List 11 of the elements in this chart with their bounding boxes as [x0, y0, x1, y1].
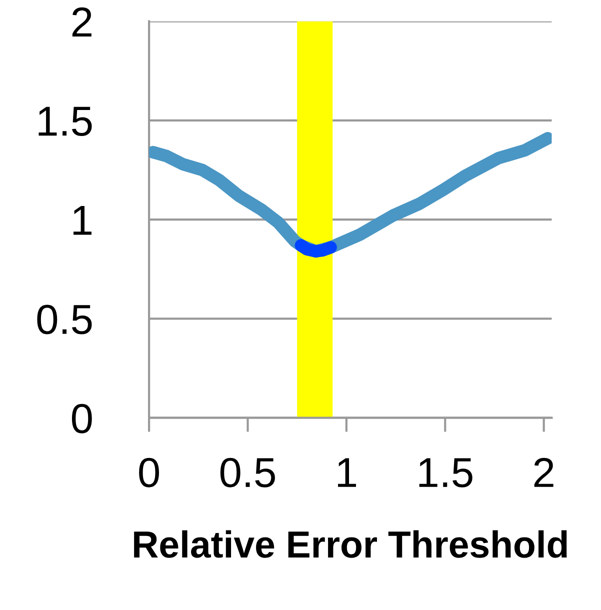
- y-tick-label: 0: [72, 404, 92, 434]
- y-tick-label: 1.5: [38, 106, 92, 136]
- x-tick-label: 1.5: [419, 458, 472, 488]
- x-tick-label: 0: [139, 458, 160, 488]
- y-tick-label: 2: [72, 7, 92, 36]
- x-tick-label: 1: [338, 458, 356, 487]
- y-tick-label: 0.5: [37, 304, 92, 334]
- x-axis-title: Relative Error Threshold: [134, 530, 567, 558]
- y-tick-label: 1: [74, 206, 92, 235]
- x-tick-label: 0.5: [220, 458, 275, 488]
- x-tick-label: 2: [534, 458, 554, 487]
